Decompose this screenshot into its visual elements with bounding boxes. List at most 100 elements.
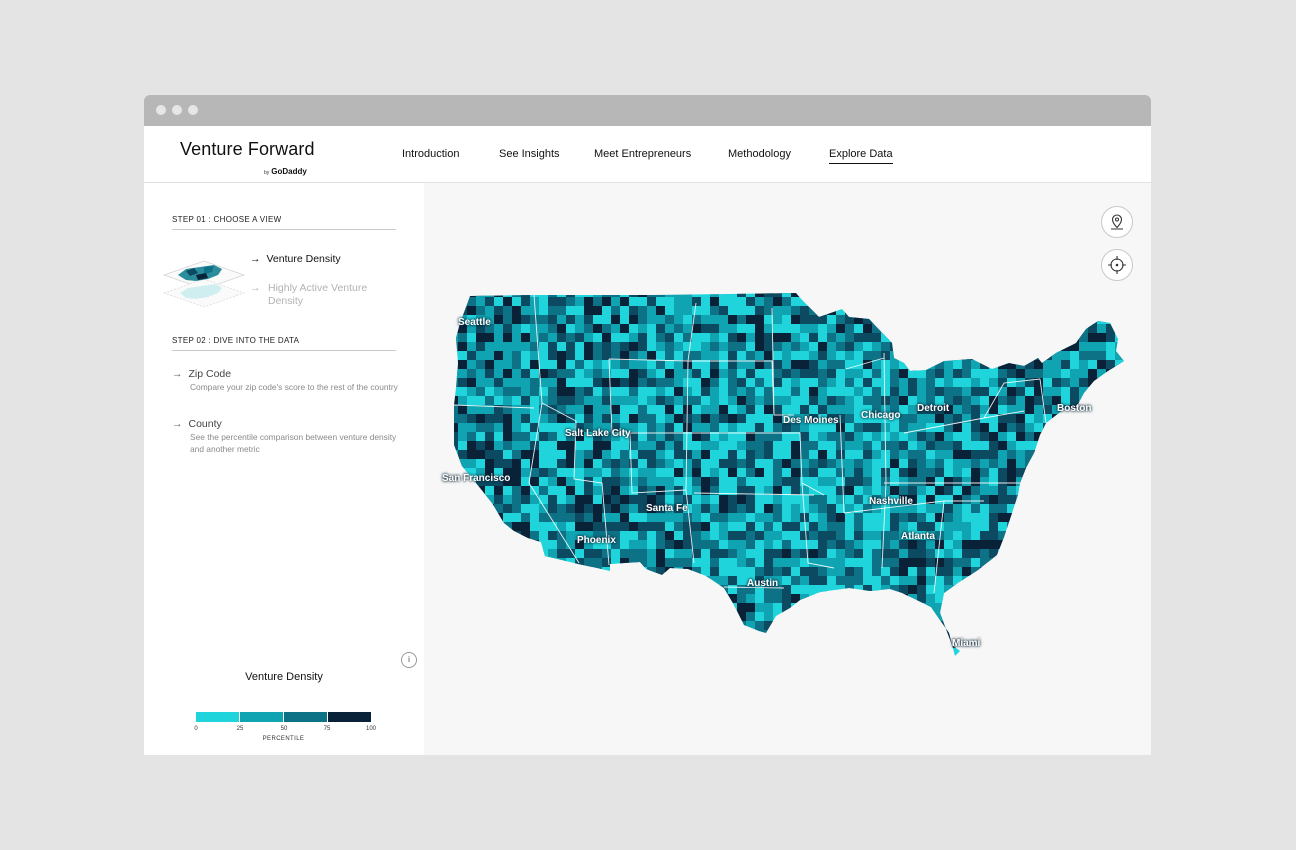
county-cell[interactable] [665, 549, 674, 558]
county-cell[interactable] [557, 486, 566, 495]
county-cell[interactable] [728, 603, 737, 612]
county-cell[interactable] [773, 657, 791, 666]
county-cell[interactable] [998, 495, 1007, 504]
county-cell[interactable] [746, 441, 755, 450]
county-cell[interactable] [665, 657, 674, 666]
county-cell[interactable] [989, 630, 1007, 639]
county-cell[interactable] [1007, 324, 1025, 333]
county-cell[interactable] [1106, 387, 1124, 396]
county-cell[interactable] [944, 531, 953, 540]
county-cell[interactable] [764, 648, 773, 666]
county-cell[interactable] [872, 288, 881, 297]
county-cell[interactable] [1016, 621, 1034, 630]
county-cell[interactable] [872, 432, 881, 441]
county-cell[interactable] [1043, 324, 1052, 342]
county-cell[interactable] [557, 567, 566, 576]
county-cell[interactable] [764, 585, 773, 594]
county-cell[interactable] [557, 315, 566, 324]
county-cell[interactable] [746, 288, 755, 297]
county-cell[interactable] [629, 576, 647, 585]
county-cell[interactable] [620, 657, 638, 666]
county-cell[interactable] [1043, 423, 1061, 441]
county-cell[interactable] [998, 351, 1007, 360]
county-cell[interactable] [890, 612, 899, 630]
county-cell[interactable] [719, 324, 728, 333]
county-cell[interactable] [791, 288, 800, 297]
county-cell[interactable] [674, 459, 683, 468]
county-cell[interactable] [854, 603, 872, 612]
county-cell[interactable] [503, 567, 512, 585]
county-cell[interactable] [998, 594, 1007, 603]
county-cell[interactable] [953, 603, 971, 612]
county-cell[interactable] [737, 432, 746, 441]
county-cell[interactable] [1079, 513, 1088, 531]
county-cell[interactable] [512, 549, 521, 558]
county-cell[interactable] [503, 621, 521, 630]
county-cell[interactable] [1043, 594, 1052, 612]
county-cell[interactable] [1025, 405, 1034, 414]
county-cell[interactable] [602, 495, 611, 504]
county-cell[interactable] [683, 423, 692, 432]
county-cell[interactable] [962, 495, 971, 504]
county-cell[interactable] [665, 414, 674, 423]
county-cell[interactable] [449, 639, 458, 648]
county-cell[interactable] [494, 567, 512, 576]
county-cell[interactable] [1097, 513, 1106, 522]
county-cell[interactable] [1052, 468, 1061, 477]
county-cell[interactable] [557, 657, 566, 666]
county-cell[interactable] [449, 513, 458, 522]
county-cell[interactable] [809, 432, 818, 441]
county-cell[interactable] [746, 432, 755, 441]
county-cell[interactable] [458, 486, 467, 495]
county-cell[interactable] [638, 648, 647, 666]
county-cell[interactable] [620, 315, 629, 324]
county-cell[interactable] [620, 468, 629, 477]
county-cell[interactable] [566, 621, 575, 639]
county-cell[interactable] [611, 459, 620, 468]
county-cell[interactable] [674, 639, 683, 657]
county-cell[interactable] [1034, 423, 1043, 432]
county-cell[interactable] [710, 576, 719, 585]
county-cell[interactable] [1007, 630, 1016, 639]
county-cell[interactable] [575, 603, 593, 612]
county-cell[interactable] [1061, 450, 1070, 468]
county-cell[interactable] [908, 360, 926, 369]
county-cell[interactable] [1115, 306, 1124, 324]
county-cell[interactable] [701, 531, 710, 540]
county-cell[interactable] [557, 558, 566, 567]
county-cell[interactable] [1016, 486, 1025, 495]
county-cell[interactable] [512, 603, 530, 612]
county-cell[interactable] [485, 639, 494, 657]
county-cell[interactable] [1097, 450, 1115, 459]
county-cell[interactable] [1070, 594, 1079, 603]
county-cell[interactable] [1016, 522, 1025, 531]
county-cell[interactable] [539, 477, 548, 486]
county-cell[interactable] [935, 324, 944, 342]
county-cell[interactable] [485, 486, 494, 495]
county-cell[interactable] [1061, 585, 1070, 594]
county-cell[interactable] [926, 639, 935, 657]
county-cell[interactable] [593, 639, 611, 648]
nav-explore-data[interactable]: Explore Data [829, 148, 893, 164]
county-cell[interactable] [818, 477, 827, 486]
county-cell[interactable] [539, 603, 548, 612]
county-cell[interactable] [665, 432, 674, 441]
county-cell[interactable] [521, 657, 530, 675]
county-cell[interactable] [944, 495, 953, 504]
county-cell[interactable] [1061, 522, 1079, 531]
county-cell[interactable] [692, 657, 701, 666]
county-cell[interactable] [476, 558, 485, 567]
county-cell[interactable] [872, 657, 881, 666]
county-cell[interactable] [494, 522, 503, 531]
county-cell[interactable] [998, 369, 1007, 378]
county-cell[interactable] [926, 657, 935, 666]
county-cell[interactable] [872, 459, 881, 468]
county-cell[interactable] [764, 342, 773, 351]
county-cell[interactable] [530, 450, 539, 459]
county-cell[interactable] [719, 630, 728, 639]
county-cell[interactable] [647, 639, 656, 648]
county-cell[interactable] [1079, 369, 1088, 378]
county-cell[interactable] [980, 450, 989, 459]
county-cell[interactable] [1061, 324, 1070, 333]
county-cell[interactable] [1088, 585, 1106, 594]
